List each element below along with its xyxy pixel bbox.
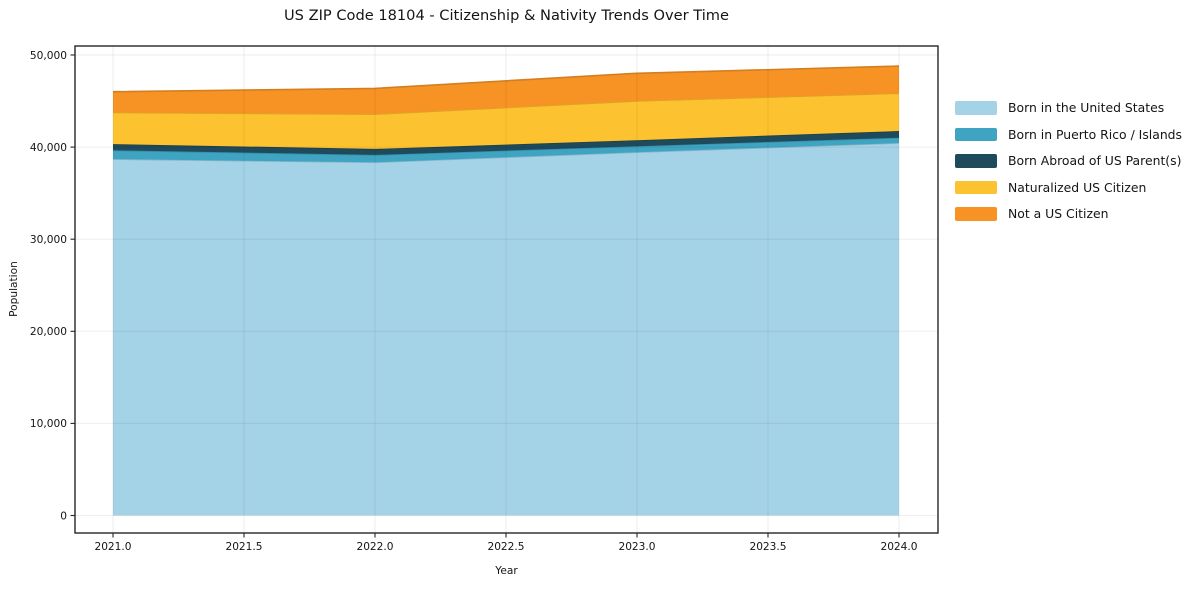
legend: Born in the United States Born in Puerto… bbox=[955, 101, 1182, 234]
x-tick-label: 2022.0 bbox=[356, 541, 393, 553]
legend-label: Born in the United States bbox=[1008, 100, 1165, 115]
legend-swatch-not-citizen bbox=[955, 207, 997, 221]
legend-label: Born Abroad of US Parent(s) bbox=[1008, 153, 1182, 168]
legend-label: Naturalized US Citizen bbox=[1008, 179, 1147, 195]
x-tick-label: 2022.5 bbox=[487, 541, 524, 553]
x-tick-label: 2023.5 bbox=[749, 541, 786, 553]
area-edge-not-a-us-citizen bbox=[112, 65, 900, 93]
legend-swatch-born-abroad bbox=[955, 154, 997, 168]
area-naturalized-us-citizen bbox=[113, 93, 899, 149]
legend-item: Born in the United States bbox=[955, 101, 1182, 115]
y-tick-label: 10,000 bbox=[30, 418, 67, 430]
legend-item: Born in Puerto Rico / Islands bbox=[955, 126, 1183, 142]
area-born-abroad-of-us-parent-s bbox=[113, 131, 899, 155]
legend-item: Born Abroad of US Parent(s) bbox=[955, 154, 1182, 168]
legend-swatch-puerto-rico bbox=[955, 127, 997, 141]
x-tick-label: 2023.0 bbox=[618, 541, 655, 553]
legend-label: Born in Puerto Rico / Islands bbox=[1008, 126, 1183, 142]
chart-title: US ZIP Code 18104 - Citizenship & Nativi… bbox=[284, 7, 729, 24]
y-tick-label: 0 bbox=[60, 510, 67, 522]
x-tick-label: 2024.0 bbox=[880, 541, 917, 553]
area-not-a-us-citizen bbox=[113, 66, 899, 115]
y-tick-label: 40,000 bbox=[30, 142, 67, 154]
legend-swatch-naturalized bbox=[955, 180, 997, 194]
x-tick-label: 2021.5 bbox=[225, 541, 262, 553]
x-axis-label: Year bbox=[495, 565, 518, 577]
legend-label: Not a US Citizen bbox=[1008, 206, 1109, 221]
area-born-in-puerto-rico-islands bbox=[113, 137, 899, 163]
legend-item: Naturalized US Citizen bbox=[955, 179, 1182, 195]
legend-swatch-born-us bbox=[955, 101, 997, 115]
x-tick-label: 2021.0 bbox=[94, 541, 131, 553]
y-tick-label: 50,000 bbox=[30, 50, 67, 62]
y-tick-label: 20,000 bbox=[30, 326, 67, 338]
area-born-in-the-united-states bbox=[113, 143, 899, 516]
y-tick-label: 30,000 bbox=[30, 234, 67, 246]
legend-item: Not a US Citizen bbox=[955, 207, 1182, 221]
